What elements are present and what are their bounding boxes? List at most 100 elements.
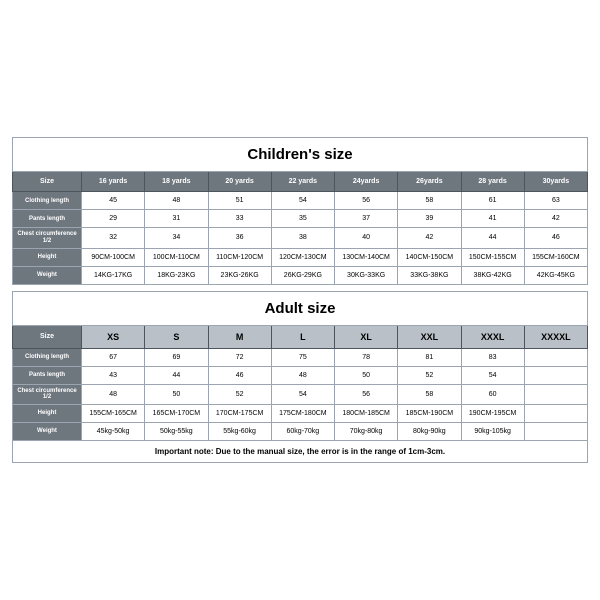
- adult-size-7: XXXXL: [524, 325, 587, 348]
- cell: 130CM-140CM: [335, 248, 398, 266]
- cell: 38KG-42KG: [461, 266, 524, 284]
- cell: 165CM-170CM: [145, 404, 208, 422]
- children-title: Children's size: [13, 138, 588, 172]
- cell: 31: [145, 210, 208, 228]
- children-size-2: 20 yards: [208, 172, 271, 192]
- adult-size-5: XXL: [398, 325, 461, 348]
- cell: 155CM-160CM: [524, 248, 587, 266]
- cell: 70kg-80kg: [335, 422, 398, 440]
- cell: 42: [524, 210, 587, 228]
- adult-title-row: Adult size: [13, 291, 588, 325]
- cell: 58: [398, 192, 461, 210]
- cell: 46: [524, 228, 587, 248]
- adult-row-weight: Weight 45kg-50kg 50kg-55kg 55kg-60kg 60k…: [13, 422, 588, 440]
- cell: 56: [335, 384, 398, 404]
- adult-row-chest: Chest circumference 1/2 48 50 52 54 56 5…: [13, 384, 588, 404]
- cell: 54: [271, 192, 334, 210]
- cell: 175CM-180CM: [271, 404, 334, 422]
- cell: 14KG-17KG: [82, 266, 145, 284]
- cell: 170CM-175CM: [208, 404, 271, 422]
- children-header-row: Size 16 yards 18 yards 20 yards 22 yards…: [13, 172, 588, 192]
- cell: 54: [271, 384, 334, 404]
- cell: 52: [208, 384, 271, 404]
- cell: 46: [208, 366, 271, 384]
- row-label: Clothing length: [13, 192, 82, 210]
- children-size-5: 26yards: [398, 172, 461, 192]
- cell: 56: [335, 192, 398, 210]
- adult-row-height: Height 155CM-165CM 165CM-170CM 170CM-175…: [13, 404, 588, 422]
- cell: 38: [271, 228, 334, 248]
- cell: 140CM-150CM: [398, 248, 461, 266]
- row-label: Height: [13, 404, 82, 422]
- cell: 48: [82, 384, 145, 404]
- adult-label-size: Size: [13, 325, 82, 348]
- cell: 72: [208, 348, 271, 366]
- cell: 155CM-165CM: [82, 404, 145, 422]
- cell: 41: [461, 210, 524, 228]
- cell: [524, 366, 587, 384]
- cell: 58: [398, 384, 461, 404]
- row-label: Clothing length: [13, 348, 82, 366]
- row-label: Height: [13, 248, 82, 266]
- row-label: Chest circumference 1/2: [13, 228, 82, 248]
- cell: [524, 422, 587, 440]
- cell: 30KG-33KG: [335, 266, 398, 284]
- row-label: Pants length: [13, 366, 82, 384]
- cell: 120CM-130CM: [271, 248, 334, 266]
- cell: [524, 348, 587, 366]
- adult-header-row: Size XS S M L XL XXL XXXL XXXXL: [13, 325, 588, 348]
- row-label: Weight: [13, 266, 82, 284]
- cell: 83: [461, 348, 524, 366]
- cell: 48: [145, 192, 208, 210]
- children-row-clothing-length: Clothing length 45 48 51 54 56 58 61 63: [13, 192, 588, 210]
- cell: 50kg-55kg: [145, 422, 208, 440]
- cell: 67: [82, 348, 145, 366]
- cell: 35: [271, 210, 334, 228]
- cell: 33KG-38KG: [398, 266, 461, 284]
- children-size-3: 22 yards: [271, 172, 334, 192]
- adult-title: Adult size: [13, 291, 588, 325]
- cell: 50: [335, 366, 398, 384]
- cell: 26KG-29KG: [271, 266, 334, 284]
- cell: 23KG-26KG: [208, 266, 271, 284]
- children-size-1: 18 yards: [145, 172, 208, 192]
- cell: 32: [82, 228, 145, 248]
- cell: 78: [335, 348, 398, 366]
- cell: 45: [82, 192, 145, 210]
- row-label: Chest circumference 1/2: [13, 384, 82, 404]
- cell: 42KG-45KG: [524, 266, 587, 284]
- children-title-row: Children's size: [13, 138, 588, 172]
- cell: 63: [524, 192, 587, 210]
- cell: 100CM-110CM: [145, 248, 208, 266]
- adult-size-6: XXXL: [461, 325, 524, 348]
- cell: 75: [271, 348, 334, 366]
- cell: 45kg-50kg: [82, 422, 145, 440]
- children-label-size: Size: [13, 172, 82, 192]
- cell: 42: [398, 228, 461, 248]
- cell: 48: [271, 366, 334, 384]
- cell: [524, 384, 587, 404]
- children-size-0: 16 yards: [82, 172, 145, 192]
- cell: 110CM-120CM: [208, 248, 271, 266]
- size-chart-wrapper: Children's size Size 16 yards 18 yards 2…: [12, 137, 588, 462]
- cell: 37: [335, 210, 398, 228]
- row-label: Pants length: [13, 210, 82, 228]
- adult-row-clothing-length: Clothing length 67 69 72 75 78 81 83: [13, 348, 588, 366]
- adult-size-table: Adult size Size XS S M L XL XXL XXXL XXX…: [12, 291, 588, 463]
- children-row-chest: Chest circumference 1/2 32 34 36 38 40 4…: [13, 228, 588, 248]
- cell: 61: [461, 192, 524, 210]
- cell: 180CM-185CM: [335, 404, 398, 422]
- adult-size-0: XS: [82, 325, 145, 348]
- important-note: Important note: Due to the manual size, …: [13, 440, 588, 462]
- cell: 185CM-190CM: [398, 404, 461, 422]
- cell: 190CM-195CM: [461, 404, 524, 422]
- children-size-table: Children's size Size 16 yards 18 yards 2…: [12, 137, 588, 284]
- adult-size-2: M: [208, 325, 271, 348]
- cell: 18KG-23KG: [145, 266, 208, 284]
- cell: 69: [145, 348, 208, 366]
- children-row-weight: Weight 14KG-17KG 18KG-23KG 23KG-26KG 26K…: [13, 266, 588, 284]
- cell: 39: [398, 210, 461, 228]
- cell: 150CM-155CM: [461, 248, 524, 266]
- cell: 52: [398, 366, 461, 384]
- cell: 43: [82, 366, 145, 384]
